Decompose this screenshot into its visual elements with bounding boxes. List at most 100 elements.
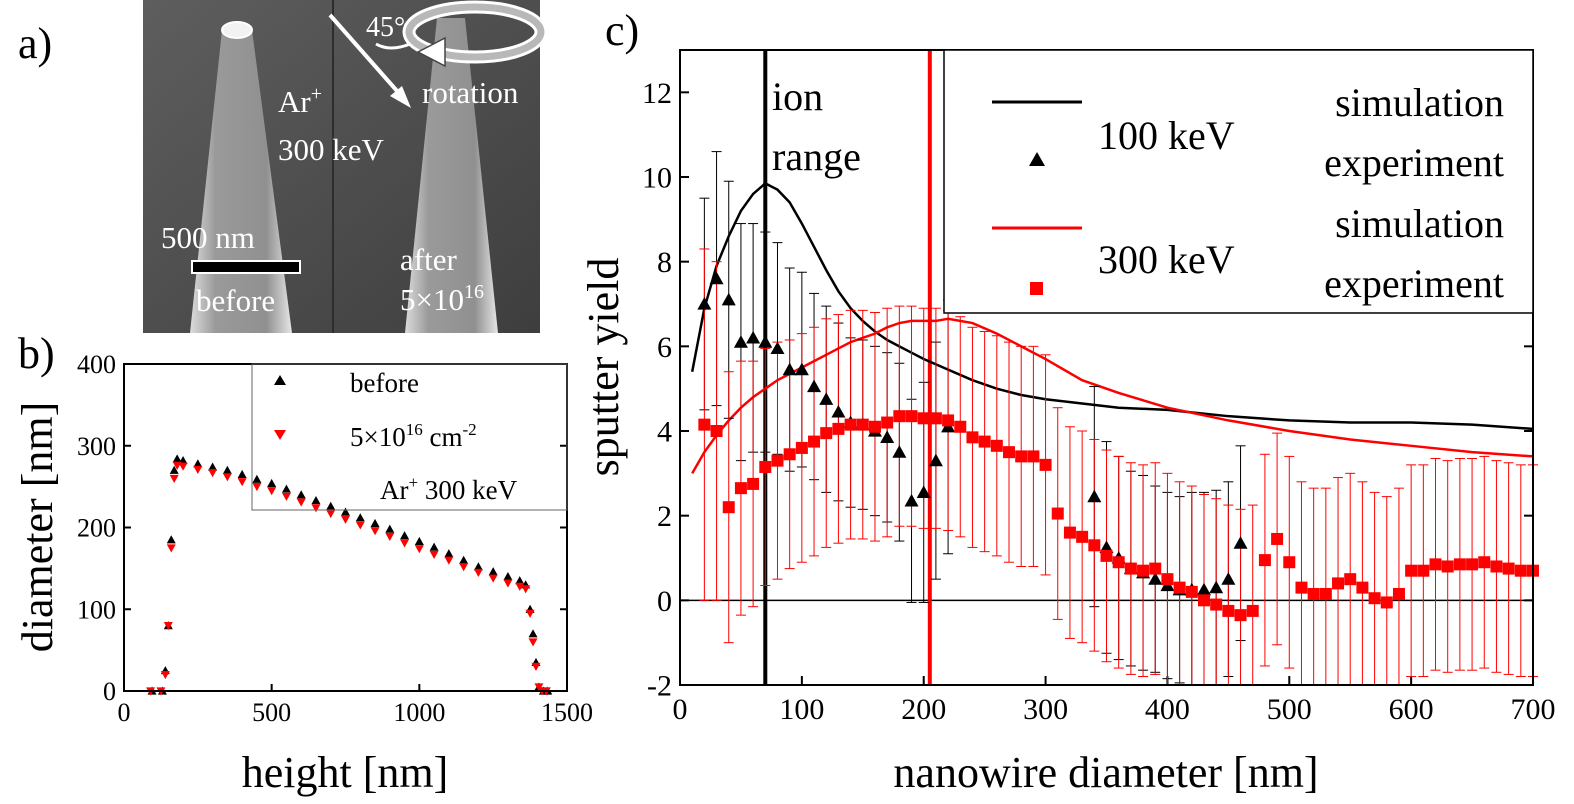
panel-b: b) 0 500 1000 1500 0 100 200 300 400 height [nm]… [13,329,593,797]
fluence-data-point [166,544,176,553]
legend-marker-fluence [274,430,286,440]
300-kev-experiment-point [1429,558,1442,571]
100-kev-experiment-point [819,392,834,405]
panel-c-xtick-label: 100 [779,693,824,726]
panel-b-xtick-label: 1000 [393,698,445,727]
panel-b-xtick-label: 1500 [541,698,593,727]
panel-c-xtick-label: 0 [673,693,688,726]
legend-energy-100kev: 100 keV [1098,113,1235,158]
300-kev-experiment-point [698,418,711,431]
nanowire-tip-before [221,21,253,39]
fluence-data-point [311,504,321,513]
before-data-point [400,531,410,540]
100-kev-experiment-point [892,445,907,458]
before-data-point [311,496,321,505]
300-kev-experiment-point [905,410,918,423]
100-kev-experiment-point [904,493,919,507]
before-data-point [488,567,498,576]
300-kev-experiment-point [1039,458,1052,471]
panel-c-xtick-label: 600 [1389,693,1434,726]
legend-marker-100kev-exp [1029,152,1045,166]
300-kev-experiment-point [978,435,991,448]
panel-c-xlabel: nanowire diameter [nm] [893,748,1318,797]
300-kev-experiment-point [1003,446,1016,459]
before-data-point [355,513,365,522]
100-kev-experiment-point [709,271,724,285]
300-kev-experiment-point [1222,604,1235,617]
300-kev-experiment-point [1149,562,1162,575]
fluence-data-point [208,469,218,478]
panel-c-ytick-label: 4 [657,416,672,449]
fluence-data-point [531,662,541,671]
scale-bar [191,260,301,274]
beam-arrowhead [390,86,411,108]
fluence-data-point [473,568,483,577]
fluence-data-point [160,671,170,680]
panel-b-ylabel: diameter [nm] [13,402,62,652]
fluence-data-point [444,556,454,565]
fluence-data-point [237,478,247,487]
panel-c-ytick-label: 6 [657,331,672,364]
panel-c-ytick-label: 10 [642,162,672,195]
panel-b-xtick-label: 500 [252,698,291,727]
before-data-point [370,518,380,528]
300-kev-experiment-point [795,441,808,454]
panel-b-legend-box [251,363,568,511]
300-kev-experiment-point [1124,562,1137,575]
after-label: after [400,242,457,277]
300-kev-experiment-point [942,414,955,427]
panel-c-ytick-label: 0 [657,585,672,618]
300-kev-experiment-point [1368,592,1381,605]
beam-arrow [328,13,407,102]
legend-energy-300kev: 300 keV [1098,237,1235,282]
before-data-point [267,478,277,487]
panel-c-xtick-label: 300 [1023,693,1068,726]
100-kev-experiment-point [880,430,895,443]
fluence-data-point [521,585,531,594]
fluence-data-point [178,462,188,471]
fluence-data-point [252,483,262,492]
fluence-data-point [528,638,538,647]
before-data-point [166,535,176,544]
300-kev-experiment-point [990,439,1003,452]
before-data-point [414,536,424,545]
fluence-data-point [400,539,410,548]
panel-b-xlabel: height [nm] [242,748,449,797]
panel-c-ytick-label: 8 [657,246,672,279]
before-data-point [385,524,395,533]
300-kev-experiment-point [1514,564,1527,577]
fluence-data-point [341,515,350,524]
100-kev-experiment-point [1221,572,1236,585]
fluence-data-point [385,532,395,541]
nanowire-before [190,30,292,333]
300-kev-simulation-curve [691,317,1534,474]
100-kev-experiment-point [1233,536,1248,549]
300-kev-experiment-point [820,427,833,440]
fluence-data-point [193,465,203,474]
300-kev-experiment-point [1185,585,1198,598]
300-kev-experiment-point [771,454,784,467]
300-kev-experiment-point [1027,450,1040,463]
300-kev-experiment-point [1246,604,1259,617]
ion-label: Ar+ [278,83,322,119]
300-kev-experiment-point [966,431,979,444]
100-kev-experiment-point [770,341,785,355]
300-kev-experiment-point [1100,549,1113,562]
100-kev-experiment-point [807,379,822,393]
panel-c-legend: 100 keV simulation experiment 300 keV si… [943,49,1534,314]
panel-c-legend-box [943,49,1534,314]
300-kev-experiment-point [1295,581,1308,594]
panel-c-marks [690,151,1539,685]
100-kev-experiment-point [1209,580,1224,594]
before-data-point [528,629,538,638]
300-kev-experiment-point [1283,556,1296,569]
panel-a: a) 45° rotation Ar+ [18,0,548,333]
300-kev-experiment-point [1405,564,1418,577]
legend-label-100kev-exp: experiment [1324,140,1504,185]
100-kev-experiment-point [733,335,748,348]
panel-c-ytick-label: 2 [657,500,672,533]
100-kev-experiment-point [916,485,931,498]
legend-label-300kev-sim: simulation [1335,201,1504,246]
300-kev-experiment-point [832,422,845,435]
